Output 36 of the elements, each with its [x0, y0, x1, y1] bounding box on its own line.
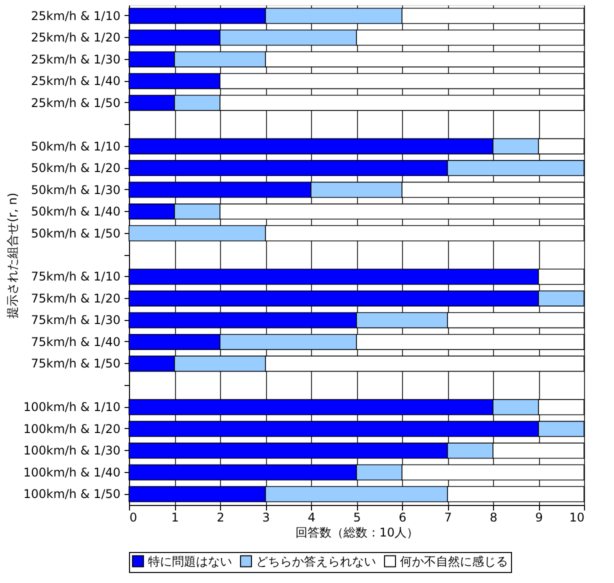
legend-label: 特に問題はない	[148, 554, 232, 568]
y-tick-label: 50km/h & 1/50	[31, 226, 120, 240]
y-tick-label: 75km/h & 1/40	[31, 334, 120, 349]
y-tick-label: 25km/h & 1/10	[31, 8, 120, 23]
y-tick-label: 100km/h & 1/40	[23, 465, 120, 480]
x-axis-title: 回答数（総数：10人）	[295, 526, 419, 540]
x-tick-label: 10	[569, 510, 584, 524]
y-tick-label: 50km/h & 1/30	[31, 182, 120, 197]
legend-label: 何か不自然に感じる	[400, 554, 508, 568]
x-tick-label: 9	[535, 510, 543, 524]
x-tick-label: 2	[216, 510, 224, 524]
y-tick-label: 75km/h & 1/10	[31, 270, 120, 284]
x-tick-label: 7	[444, 510, 452, 524]
y-tick-label: 100km/h & 1/10	[23, 400, 120, 414]
y-tick-label: 100km/h & 1/20	[23, 422, 120, 436]
y-tick-label: 50km/h & 1/40	[31, 204, 120, 219]
y-tick-label: 25km/h & 1/50	[31, 96, 120, 110]
x-tick-label: 6	[398, 510, 406, 524]
y-tick-label: 50km/h & 1/20	[31, 161, 120, 176]
x-tick-label: 0	[130, 510, 138, 524]
y-tick-label: 75km/h & 1/50	[31, 356, 120, 371]
y-tick-label: 25km/h & 1/30	[31, 52, 120, 66]
y-tick-label: 100km/h & 1/30	[23, 444, 120, 458]
x-tick-label: 1	[171, 510, 179, 524]
y-tick-label: 25km/h & 1/20	[31, 30, 120, 45]
x-tick-label: 4	[308, 510, 316, 524]
y-tick-label: 50km/h & 1/10	[31, 139, 120, 154]
y-tick-label: 75km/h & 1/30	[31, 313, 120, 328]
y-tick-label: 25km/h & 1/40	[31, 74, 120, 88]
y-tick-label: 100km/h & 1/50	[23, 487, 120, 502]
y-axis-title: 提示された組合せ(r, n)	[5, 192, 20, 318]
x-tick-label: 3	[262, 510, 270, 524]
legend-label: どちらか答えられない	[256, 554, 376, 568]
x-tick-label: 5	[353, 510, 361, 524]
y-tick-label: 75km/h & 1/20	[31, 291, 120, 306]
x-tick-label: 8	[490, 510, 498, 524]
